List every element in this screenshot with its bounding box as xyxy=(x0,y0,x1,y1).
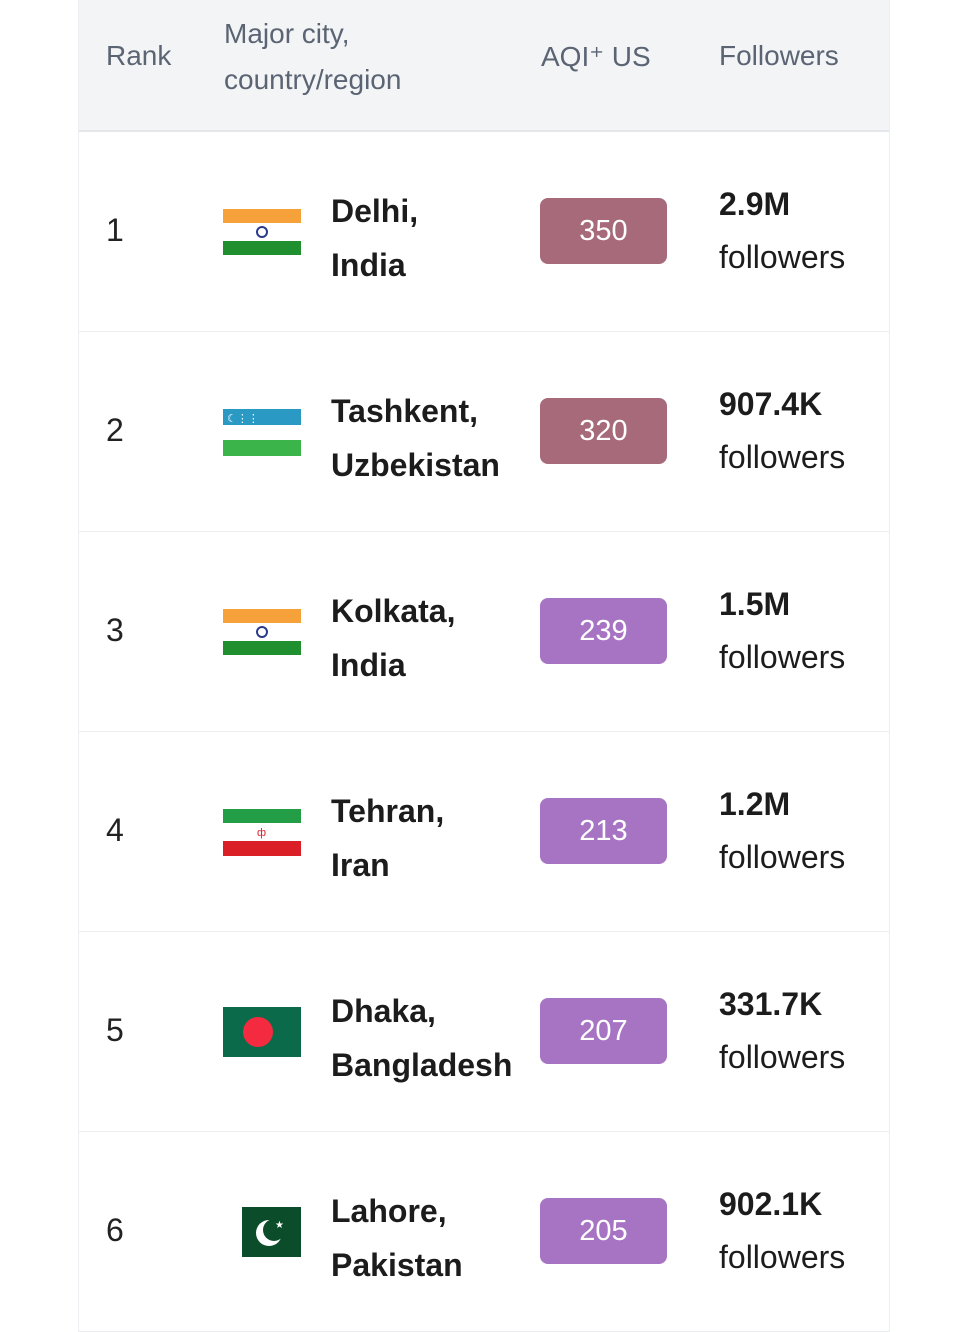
followers-count: 902.1K xyxy=(719,1186,823,1222)
city: Tashkent, xyxy=(331,393,478,429)
followers-label: followers xyxy=(719,239,846,275)
city-name[interactable]: Delhi, India xyxy=(331,184,418,292)
followers-count: 331.7K xyxy=(719,986,823,1022)
header-city-line2[interactable]: country/region xyxy=(224,64,402,95)
header-aqi[interactable]: AQI⁺ US xyxy=(541,41,651,72)
followers-count: 2.9M xyxy=(719,186,791,222)
table-header: Rank Major city, country/region AQI⁺ US … xyxy=(79,0,889,132)
followers: 907.4K followers xyxy=(719,378,845,484)
followers-label: followers xyxy=(719,1239,846,1275)
uzbekistan-flag-icon: ☾⋮⋮ xyxy=(223,404,301,459)
aqi-badge: 213 xyxy=(540,798,667,864)
city-name[interactable]: Lahore, Pakistan xyxy=(331,1184,463,1292)
followers: 1.2M followers xyxy=(719,778,845,884)
followers: 1.5M followers xyxy=(719,578,845,684)
rank: 3 xyxy=(106,612,124,648)
table-row[interactable]: 6 ★ Lahore, Pakistan 205 902.1K followers xyxy=(79,1132,889,1332)
aqi-badge: 350 xyxy=(540,198,667,264)
aqi-badge: 239 xyxy=(540,598,667,664)
city: Kolkata, xyxy=(331,593,456,629)
city: Tehran, xyxy=(331,793,445,829)
iran-flag-icon: ф xyxy=(223,804,301,859)
followers: 2.9M followers xyxy=(719,178,845,284)
table-row[interactable]: 5 Dhaka, Bangladesh 207 331.7K followers xyxy=(79,932,889,1132)
followers-label: followers xyxy=(719,639,846,675)
followers-label: followers xyxy=(719,439,846,475)
svg-text:★: ★ xyxy=(275,1220,284,1231)
followers-count: 1.2M xyxy=(719,786,791,822)
city-name[interactable]: Dhaka, Bangladesh xyxy=(331,984,512,1092)
city: Delhi, xyxy=(331,193,419,229)
rank: 2 xyxy=(106,412,124,448)
pakistan-flag-icon: ★ xyxy=(223,1204,301,1259)
city-name[interactable]: Kolkata, India xyxy=(331,584,455,692)
city-name[interactable]: Tashkent, Uzbekistan xyxy=(331,384,500,492)
table-row[interactable]: 3 Kolkata, India 239 1.5M followers xyxy=(79,532,889,732)
followers: 902.1K followers xyxy=(719,1178,845,1284)
country: Iran xyxy=(331,847,390,883)
country: India xyxy=(331,647,406,683)
svg-text:ф: ф xyxy=(257,827,266,839)
aqi-badge: 207 xyxy=(540,998,667,1064)
header-rank[interactable]: Rank xyxy=(106,40,172,71)
india-flag-icon xyxy=(223,604,301,659)
aqi-badge: 320 xyxy=(540,398,667,464)
country: Bangladesh xyxy=(331,1047,513,1083)
city-ranking-table: Rank Major city, country/region AQI⁺ US … xyxy=(78,0,890,1332)
rank: 6 xyxy=(106,1212,124,1248)
rank: 5 xyxy=(106,1012,124,1048)
followers-label: followers xyxy=(719,839,846,875)
city: Lahore, xyxy=(331,1193,447,1229)
table-row[interactable]: 2 ☾⋮⋮ Tashkent, Uzbekistan 320 907.4K foll… xyxy=(79,332,889,532)
rank: 1 xyxy=(106,212,124,248)
followers: 331.7K followers xyxy=(719,978,845,1084)
rank: 4 xyxy=(106,812,124,848)
table-row[interactable]: 1 Delhi, India 350 2.9M followers xyxy=(79,132,889,332)
city: Dhaka, xyxy=(331,993,436,1029)
bangladesh-flag-icon xyxy=(223,1004,301,1059)
header-followers[interactable]: Followers xyxy=(719,40,839,71)
country: Pakistan xyxy=(331,1247,463,1283)
country: India xyxy=(331,247,406,283)
city-name[interactable]: Tehran, Iran xyxy=(331,784,444,892)
india-flag-icon xyxy=(223,204,301,259)
followers-label: followers xyxy=(719,1039,846,1075)
header-city-line1[interactable]: Major city, xyxy=(224,18,350,49)
followers-count: 907.4K xyxy=(719,386,823,422)
svg-text:☾⋮⋮: ☾⋮⋮ xyxy=(227,413,259,425)
table-row[interactable]: 4 ф Tehran, Iran 213 1.2M followers xyxy=(79,732,889,932)
followers-count: 1.5M xyxy=(719,586,791,622)
aqi-badge: 205 xyxy=(540,1198,667,1264)
country: Uzbekistan xyxy=(331,447,500,483)
